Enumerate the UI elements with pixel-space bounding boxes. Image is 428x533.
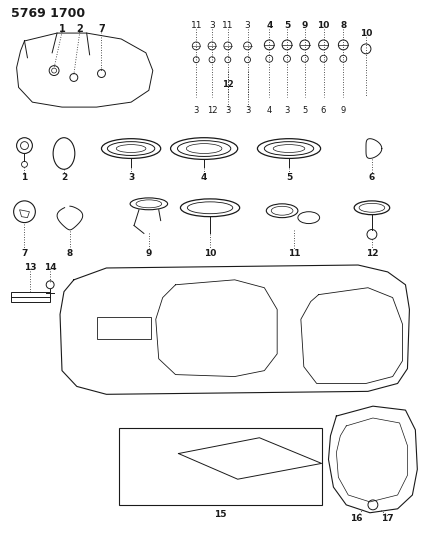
Text: 3: 3	[245, 106, 250, 115]
Text: 12: 12	[222, 80, 234, 89]
Text: 9: 9	[302, 21, 308, 30]
Text: 3: 3	[245, 21, 250, 30]
Bar	[119, 428, 321, 505]
Text: 5: 5	[284, 21, 290, 30]
Text: 14: 14	[44, 263, 56, 272]
Text: 13: 13	[24, 263, 37, 272]
Text: 4: 4	[267, 106, 272, 115]
Bar	[97, 317, 151, 339]
Text: 4: 4	[266, 21, 273, 30]
Text: 12: 12	[366, 249, 378, 257]
Text: 2: 2	[61, 173, 67, 182]
Text: 11: 11	[190, 21, 202, 30]
Text: 3: 3	[193, 106, 199, 115]
Text: 9: 9	[341, 106, 346, 115]
Text: 2: 2	[76, 24, 83, 34]
Text: 8: 8	[67, 249, 73, 257]
Text: 9: 9	[146, 249, 152, 257]
Text: 6: 6	[369, 173, 375, 182]
Text: 1: 1	[59, 24, 65, 34]
Text: 4: 4	[201, 173, 207, 182]
Text: 6: 6	[321, 106, 326, 115]
Text: 11: 11	[288, 249, 300, 257]
Bar	[11, 292, 50, 302]
Text: 5: 5	[302, 106, 307, 115]
Text: 5769 1700: 5769 1700	[11, 7, 85, 20]
Text: 7: 7	[98, 24, 105, 34]
Text: 10: 10	[318, 21, 330, 30]
Text: 3: 3	[284, 106, 290, 115]
Text: 1: 1	[21, 173, 28, 182]
Text: 7: 7	[21, 249, 28, 257]
Text: 12: 12	[207, 106, 217, 115]
Text: 16: 16	[350, 514, 363, 523]
Text: 10: 10	[204, 249, 216, 257]
Text: 15: 15	[214, 510, 226, 519]
Text: 8: 8	[340, 21, 346, 30]
Text: 11: 11	[222, 21, 234, 30]
Text: 17: 17	[381, 514, 394, 523]
Text: 3: 3	[128, 173, 134, 182]
Text: 3: 3	[209, 21, 215, 30]
Text: 5: 5	[286, 173, 292, 182]
Text: 3: 3	[225, 106, 231, 115]
Text: 10: 10	[360, 29, 372, 37]
